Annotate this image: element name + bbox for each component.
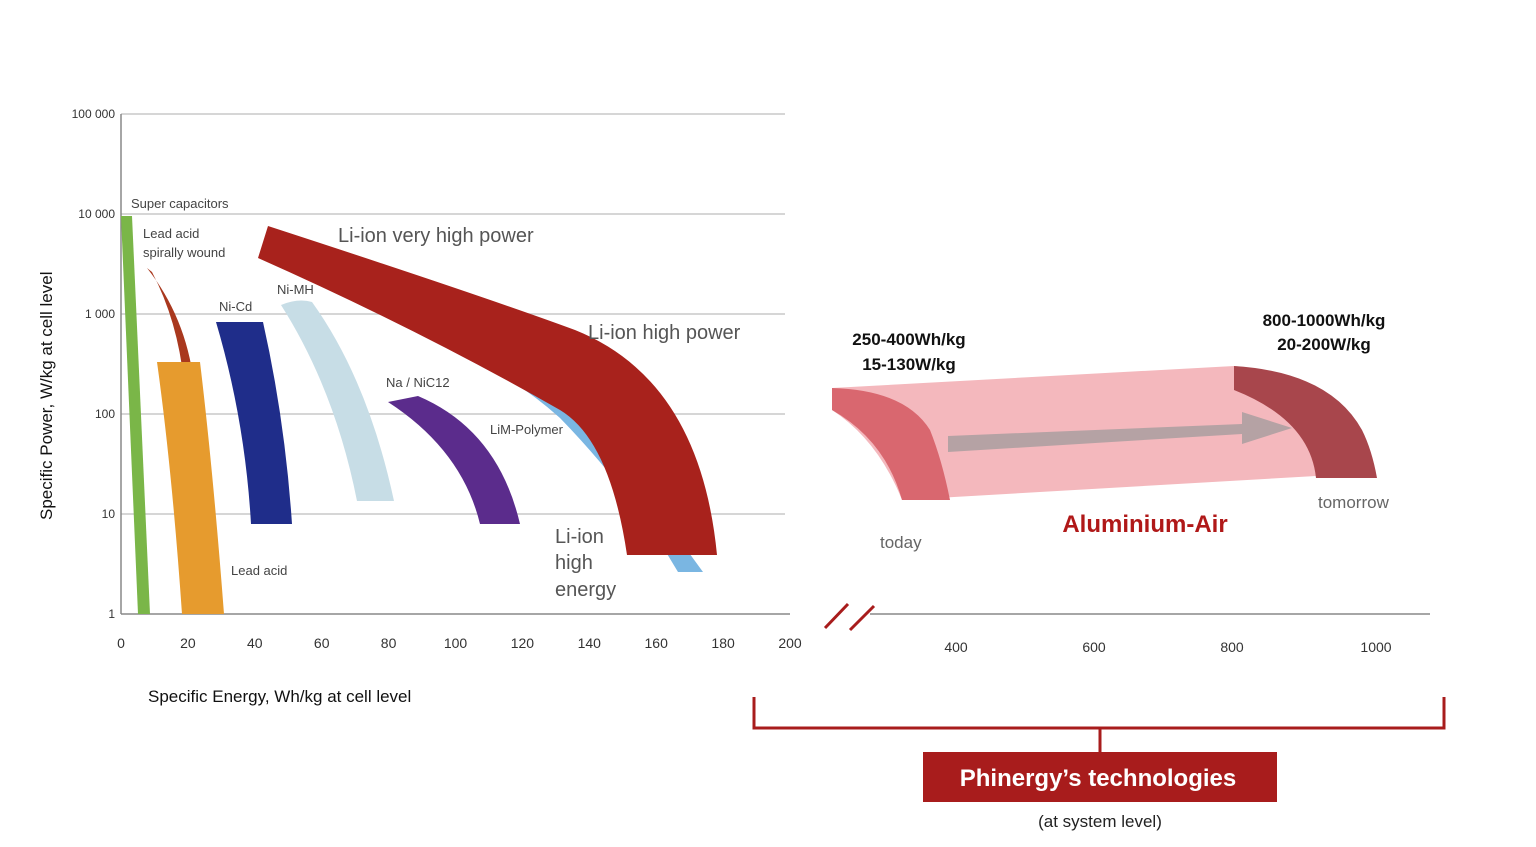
li-ion-very-high-power-label: Li-ion very high power [338,225,534,247]
aluminium-air-label: Aluminium-Air [1062,511,1227,538]
x-axis-title: Specific Energy, Wh/kg at cell level [148,687,411,706]
li-ion-high-energy-line1: Li-ion [555,526,604,548]
x-tick-label: 160 [645,635,669,651]
today-power-value: 15-130W/kg [862,355,956,374]
y-tick-label: 1 000 [85,307,115,321]
tomorrow-power-value: 20-200W/kg [1277,335,1371,354]
aluminium-air-today-shape [832,388,950,500]
super-capacitors-label: Super capacitors [131,196,229,211]
x-tick-label: 140 [578,635,602,651]
axis-break-icon [823,602,876,632]
lead-acid-label: Lead acid [231,563,287,578]
lead-acid-spiral-label-line2: spirally wound [143,245,225,260]
x-tick-label: 120 [511,635,535,651]
arrow-right-icon [948,412,1292,452]
ni-mh-region [281,300,394,501]
li-ion-high-power-label: Li-ion high power [588,322,741,344]
li-ion-region [258,226,717,555]
battery-regions [121,216,717,614]
x-tick-label: 600 [1082,639,1106,655]
x-tick-label: 1000 [1360,639,1391,655]
aluminium-air-region [832,366,1377,500]
today-label: today [880,533,922,552]
phinergy-technologies-box [923,752,1277,802]
lead-acid-region [157,362,224,614]
super-capacitors-region [121,216,150,614]
bracket-line [752,697,1446,752]
na-nicl2-region [388,396,520,524]
y-tick-label: 10 [102,507,116,521]
tomorrow-label: tomorrow [1318,493,1390,512]
x-tick-label: 80 [381,635,397,651]
phinergy-technologies-subtitle: (at system level) [1038,812,1162,831]
x-tick-label: 800 [1220,639,1244,655]
tomorrow-energy-value: 800-1000Wh/kg [1263,311,1386,330]
ni-cd-label: Ni-Cd [219,299,252,314]
li-ion-high-energy-line3: energy [555,579,616,601]
x-tick-label: 100 [444,635,468,651]
phinergy-bracket: Phinergy’s technologies (at system level… [752,697,1446,831]
x-tick-label: 180 [711,635,735,651]
y-tick-label: 100 [95,407,115,421]
x-tick-label: 400 [944,639,968,655]
x-tick-label: 40 [247,635,263,651]
na-nicl2-label: Na / NiC12 [386,375,450,390]
li-ion-high-energy-line2: high [555,552,593,574]
ni-cd-region [216,322,292,524]
today-energy-value: 250-400Wh/kg [852,330,965,349]
x-tick-label: 0 [117,635,125,651]
y-tick-label: 100 000 [72,107,116,121]
lead-acid-spiral-label-line1: Lead acid [143,226,199,241]
aluminium-air-tomorrow-shape [1234,366,1377,478]
phinergy-technologies-title: Phinergy’s technologies [960,765,1237,792]
x-tick-label: 60 [314,635,330,651]
lim-polymer-label: LiM-Polymer [490,422,564,437]
x-tick-label: 200 [778,635,802,651]
y-tick-label: 1 [108,607,115,621]
x-tick-label: 20 [180,635,196,651]
y-axis-title: Specific Power, W/kg at cell level [37,272,56,520]
ni-mh-label: Ni-MH [277,282,314,297]
y-tick-label: 10 000 [78,207,115,221]
